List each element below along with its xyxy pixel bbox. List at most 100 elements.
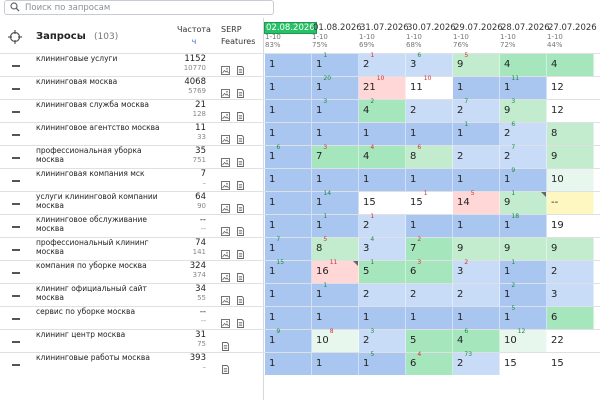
keyword-label[interactable]: клининговое агентство москва xyxy=(36,123,160,132)
keyword-label[interactable]: клининговое обслуживание москва xyxy=(36,215,148,233)
position-cell[interactable]: 1 xyxy=(359,307,406,329)
position-cell[interactable]: 108 xyxy=(312,328,359,352)
position-cell[interactable]: 36 xyxy=(406,52,453,76)
date-column-3[interactable]: 30.07.2026 1-10 68% xyxy=(406,23,456,49)
collapse-icon[interactable] xyxy=(12,180,20,182)
position-cell[interactable]: 1 xyxy=(312,307,359,329)
date-label[interactable]: 29.07.2026 xyxy=(454,23,503,33)
position-cell[interactable]: 9 xyxy=(500,238,547,260)
position-cell[interactable]: 72 xyxy=(406,236,453,260)
position-cell[interactable]: 93 xyxy=(500,98,547,122)
position-cell[interactable]: 1 xyxy=(453,169,500,191)
position-cell[interactable]: 10 xyxy=(547,169,594,191)
position-cell[interactable]: 1 xyxy=(265,169,312,191)
position-cell[interactable]: 2 xyxy=(453,146,500,168)
position-cell[interactable]: 11 xyxy=(312,282,359,306)
position-cell[interactable]: 1 xyxy=(453,215,500,237)
position-cell[interactable]: 12 xyxy=(500,282,547,306)
image-icon[interactable] xyxy=(221,83,230,98)
date-label[interactable]: 01.08.2026 xyxy=(313,23,362,33)
position-cell[interactable]: 120 xyxy=(312,75,359,99)
image-icon[interactable] xyxy=(221,198,230,213)
position-cell[interactable]: 11 xyxy=(312,213,359,237)
position-cell[interactable]: 2110 xyxy=(359,75,406,99)
position-cell[interactable]: 1 xyxy=(265,192,312,214)
collapse-icon[interactable] xyxy=(12,226,20,228)
position-cell[interactable]: 15 xyxy=(500,353,547,375)
date-label[interactable]: 30.07.2026 xyxy=(407,23,456,33)
position-cell[interactable]: 17 xyxy=(265,236,312,260)
position-cell[interactable]: 95 xyxy=(453,52,500,76)
position-cell[interactable]: 19 xyxy=(547,215,594,237)
position-cell[interactable]: 273 xyxy=(453,351,500,375)
position-cell[interactable]: 1 xyxy=(312,123,359,145)
position-cell[interactable]: 9 xyxy=(547,238,594,260)
position-cell[interactable]: 15 xyxy=(547,353,594,375)
position-cell[interactable]: 11 xyxy=(312,52,359,76)
position-cell[interactable]: 4 xyxy=(547,54,594,76)
position-cell[interactable]: 9 xyxy=(453,238,500,260)
keyword-label[interactable]: клининговая компания мск xyxy=(36,169,145,178)
position-cell[interactable]: 1 xyxy=(265,123,312,145)
position-cell[interactable]: 1 xyxy=(265,307,312,329)
position-cell[interactable]: 44 xyxy=(359,144,406,168)
position-cell[interactable]: 63 xyxy=(406,259,453,283)
collapse-icon[interactable] xyxy=(12,65,20,67)
collapse-icon[interactable] xyxy=(12,295,20,297)
keyword-label[interactable]: профессиональный клининг москва xyxy=(36,238,149,256)
image-icon[interactable] xyxy=(221,313,230,328)
position-cell[interactable]: 22 xyxy=(547,330,594,352)
image-icon[interactable] xyxy=(221,152,230,167)
date-label[interactable]: 28.07.2026 xyxy=(501,23,550,33)
search-input[interactable] xyxy=(25,1,265,14)
position-cell[interactable]: 1110 xyxy=(406,75,453,99)
collapse-icon[interactable] xyxy=(12,272,20,274)
position-cell[interactable]: 42 xyxy=(359,98,406,122)
position-cell[interactable]: 1 xyxy=(359,123,406,145)
crosshair-icon[interactable] xyxy=(8,30,22,44)
date-column-1[interactable]: 01.08.2026 1-10 75% xyxy=(312,23,362,49)
position-cell[interactable]: 111 xyxy=(500,75,547,99)
image-icon[interactable] xyxy=(221,267,230,282)
position-cell[interactable]: 4 xyxy=(500,54,547,76)
collapse-icon[interactable] xyxy=(12,249,20,251)
position-cell[interactable]: 86 xyxy=(406,144,453,168)
position-cell[interactable]: 32 xyxy=(453,259,500,283)
position-cell[interactable]: 19 xyxy=(265,328,312,352)
keyword-label[interactable]: клининговая москва xyxy=(36,77,118,86)
keyword-label[interactable]: клининговые услуги xyxy=(36,54,118,63)
position-cell[interactable]: 27 xyxy=(453,98,500,122)
image-icon[interactable] xyxy=(221,290,230,305)
position-cell[interactable]: 6 xyxy=(547,307,594,329)
image-icon[interactable] xyxy=(221,175,230,190)
collapse-icon[interactable] xyxy=(12,203,20,205)
position-cell[interactable]: 11 xyxy=(453,121,500,145)
position-cell[interactable]: 1 xyxy=(265,284,312,306)
search-box[interactable] xyxy=(4,0,274,15)
position-cell[interactable]: 1 xyxy=(312,169,359,191)
position-cell[interactable]: 1 xyxy=(312,353,359,375)
position-cell[interactable]: 15 xyxy=(359,192,406,214)
document-icon[interactable] xyxy=(236,106,245,121)
position-cell[interactable]: 2 xyxy=(406,100,453,122)
collapse-icon[interactable] xyxy=(12,341,20,343)
position-cell[interactable]: 34 xyxy=(359,236,406,260)
position-cell[interactable]: 12 xyxy=(547,77,594,99)
position-cell[interactable]: 51 xyxy=(359,259,406,283)
position-cell[interactable]: 1 xyxy=(359,169,406,191)
position-cell[interactable]: 13 xyxy=(312,98,359,122)
keyword-label[interactable]: клининг центр москва xyxy=(36,330,126,339)
position-cell[interactable]: 12 xyxy=(547,100,594,122)
document-icon[interactable] xyxy=(221,336,230,351)
position-cell[interactable]: 19 xyxy=(500,167,547,191)
position-cell[interactable]: 8 xyxy=(547,123,594,145)
date-label[interactable]: 02.08.2026 xyxy=(264,22,317,34)
position-cell[interactable]: 23 xyxy=(359,328,406,352)
position-cell[interactable]: 1 xyxy=(265,54,312,76)
position-cell[interactable]: 46 xyxy=(453,328,500,352)
position-cell[interactable]: 2 xyxy=(547,261,594,283)
position-cell[interactable]: 118 xyxy=(500,213,547,237)
position-cell[interactable]: 1611 xyxy=(312,259,359,283)
date-column-2[interactable]: 31.07.2026 1-10 69% xyxy=(359,23,409,49)
collapse-icon[interactable] xyxy=(12,111,20,113)
